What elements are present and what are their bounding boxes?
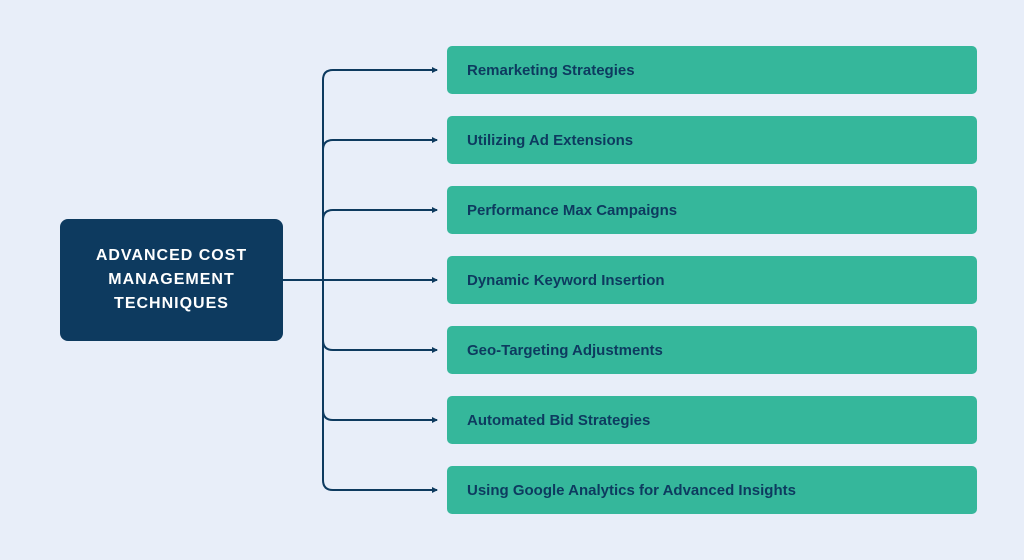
leaf-node: Automated Bid Strategies — [447, 396, 977, 444]
leaf-label: Remarketing Strategies — [467, 62, 635, 79]
leaf-node: Remarketing Strategies — [447, 46, 977, 94]
leaf-label: Utilizing Ad Extensions — [467, 132, 633, 149]
leaf-label: Automated Bid Strategies — [467, 412, 650, 429]
leaf-node: Geo-Targeting Adjustments — [447, 326, 977, 374]
leaf-node: Dynamic Keyword Insertion — [447, 256, 977, 304]
leaf-label: Performance Max Campaigns — [467, 202, 677, 219]
root-node: ADVANCED COST MANAGEMENT TECHNIQUES — [60, 219, 283, 341]
root-label: ADVANCED COST MANAGEMENT TECHNIQUES — [80, 244, 263, 316]
leaf-node: Utilizing Ad Extensions — [447, 116, 977, 164]
leaf-node: Using Google Analytics for Advanced Insi… — [447, 466, 977, 514]
leaf-label: Using Google Analytics for Advanced Insi… — [467, 482, 796, 499]
leaf-label: Dynamic Keyword Insertion — [467, 272, 665, 289]
leaf-label: Geo-Targeting Adjustments — [467, 342, 663, 359]
leaf-node: Performance Max Campaigns — [447, 186, 977, 234]
